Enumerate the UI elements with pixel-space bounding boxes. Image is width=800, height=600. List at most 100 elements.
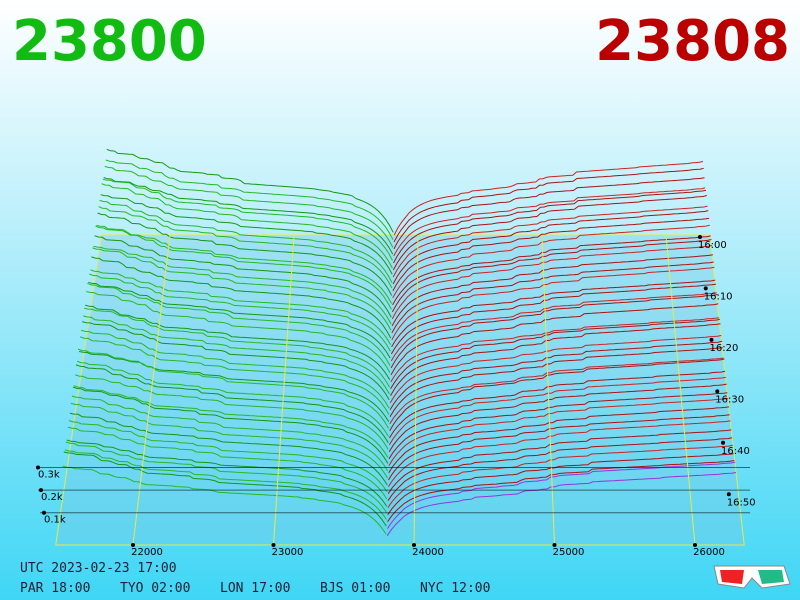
tick-dot <box>552 543 557 547</box>
depth-line <box>389 357 724 425</box>
tick-dot <box>721 440 726 445</box>
depth-line <box>83 315 390 395</box>
depth-line <box>391 266 715 341</box>
depth-line <box>95 225 392 310</box>
depth-line <box>70 402 388 479</box>
depth-line <box>393 189 707 264</box>
depth-curves <box>62 148 736 536</box>
depth-line <box>389 340 723 411</box>
y-tick-label: 0.2k <box>41 492 63 503</box>
tick-dot <box>709 337 714 342</box>
depth-line <box>389 335 722 404</box>
depth-line <box>88 281 391 359</box>
depth-line <box>93 245 392 325</box>
depth-line <box>82 321 390 401</box>
grid-line <box>665 234 696 546</box>
depth-line <box>87 282 391 367</box>
depth-line <box>63 451 387 527</box>
depth-line <box>90 269 392 345</box>
depth-line <box>388 398 729 467</box>
depth-line <box>67 426 388 500</box>
x-tick-label: 25000 <box>553 547 585 558</box>
depth-line <box>389 370 726 439</box>
grid-line <box>273 234 295 546</box>
depth-line <box>393 161 704 236</box>
depth-line <box>386 472 736 536</box>
grid-line <box>132 234 171 546</box>
depth-line <box>391 261 714 334</box>
axes: 22000 23000 24000 25000 26000 0.1k 0.2k 0.3k 16:… <box>36 234 756 558</box>
depth-line <box>86 291 391 373</box>
x-tick-label: 23000 <box>272 547 304 558</box>
depth-line <box>84 307 391 388</box>
city-time: BJS 01:00 <box>320 581 390 596</box>
time-tick-label: 16:20 <box>710 343 739 354</box>
time-tick-label: 16:50 <box>727 497 756 508</box>
depth-line <box>71 395 389 471</box>
depth-line <box>386 461 736 529</box>
city-time: NYC 12:00 <box>420 581 490 596</box>
city-times: PAR 18:00 TYO 02:00 LON 17:00 BJS 01:00 NYC … <box>20 581 490 596</box>
depth-line <box>76 360 389 437</box>
depth-line <box>99 199 393 283</box>
best-bid: 23800 <box>12 9 207 74</box>
tick-dot <box>412 543 416 547</box>
depth-line <box>393 167 704 243</box>
tick-dot <box>715 389 720 394</box>
depth-line <box>98 206 393 289</box>
time-tick-label: 16:00 <box>698 240 727 251</box>
tick-dot <box>697 234 702 239</box>
depth-line <box>94 235 392 318</box>
depth-line <box>68 420 388 493</box>
depth-line <box>69 412 388 486</box>
depth-line <box>393 187 706 257</box>
depth-line <box>62 465 387 535</box>
time-tick-label: 16:40 <box>721 446 750 457</box>
depth-line <box>92 247 392 331</box>
depth-line <box>79 336 390 415</box>
depth-line <box>64 449 387 520</box>
depth-line <box>101 183 393 269</box>
depth-line <box>100 194 393 275</box>
depth-line <box>392 217 710 292</box>
grid-line <box>541 234 555 546</box>
depth-line <box>73 385 389 458</box>
depth-line <box>390 317 720 383</box>
tick-dot <box>271 543 276 547</box>
tick-dot <box>693 543 697 547</box>
x-tick-label: 22000 <box>131 547 163 558</box>
depth-line <box>390 318 720 390</box>
depth-line <box>66 439 388 507</box>
tick-dot <box>42 510 46 515</box>
depth-line <box>392 210 709 285</box>
depth-line <box>390 294 718 369</box>
depth-line <box>389 358 725 432</box>
depth-line <box>97 212 393 296</box>
tick-dot <box>131 543 135 547</box>
depth-line <box>393 177 705 250</box>
grid-line <box>413 234 419 546</box>
time-tick-label: 16:30 <box>715 394 744 405</box>
depth-line <box>102 178 393 261</box>
depth-line <box>390 323 721 397</box>
depth-line <box>388 406 730 474</box>
depth-line <box>75 364 389 444</box>
depth-line <box>77 348 390 429</box>
depth-line <box>392 235 711 306</box>
depth-line <box>387 444 733 508</box>
depth-line <box>387 453 734 515</box>
depth-line <box>390 283 717 355</box>
depth-line <box>72 386 389 464</box>
depth-line <box>392 195 707 271</box>
y-tick-label: 0.3k <box>38 470 60 481</box>
depth-line <box>392 224 710 299</box>
utc-time: UTC 2023-02-23 17:00 <box>20 561 177 576</box>
depth-line <box>387 429 732 494</box>
depth-line <box>91 256 392 339</box>
depth-line <box>103 177 394 255</box>
depth-line <box>388 414 730 481</box>
tick-dot <box>703 286 708 291</box>
depth-line <box>105 159 394 240</box>
tick-dot <box>726 492 731 497</box>
